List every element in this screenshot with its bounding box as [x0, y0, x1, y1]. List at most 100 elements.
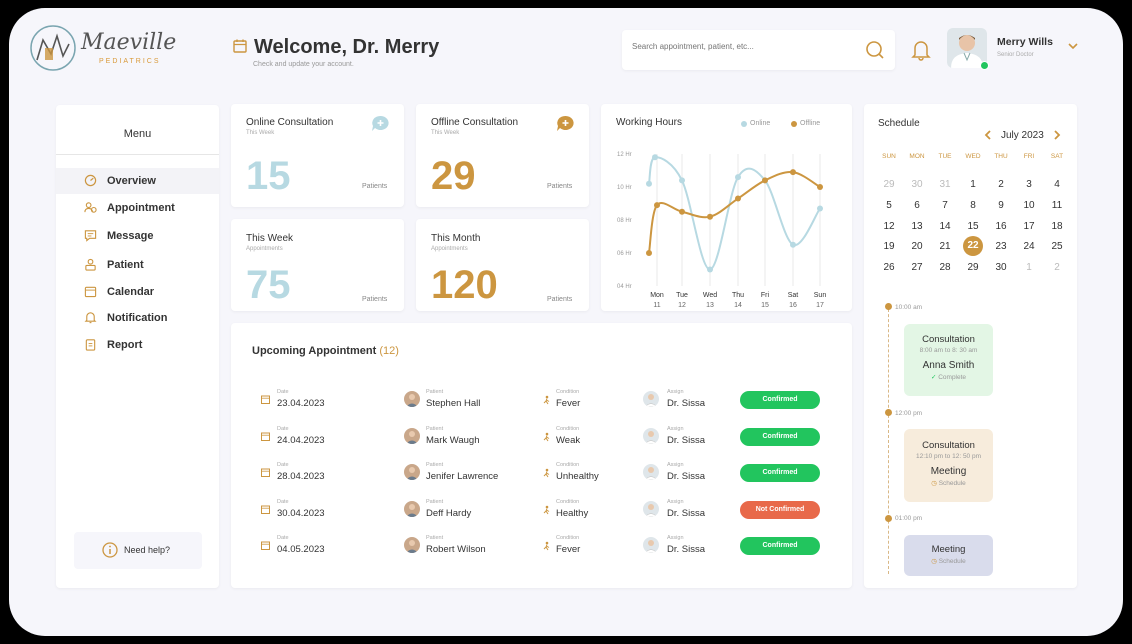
- calendar-day[interactable]: 25: [1051, 241, 1063, 253]
- calendar-day[interactable]: 2: [1054, 262, 1060, 274]
- calendar-day[interactable]: 27: [911, 262, 923, 274]
- appointments-title-text: Upcoming Appointment: [252, 345, 377, 357]
- status-badge[interactable]: Not Confirmed: [740, 500, 820, 519]
- stat-card-month[interactable]: This Month Appointments 120 Patients: [416, 219, 589, 311]
- calendar-day[interactable]: 29: [967, 262, 979, 274]
- chevron-down-icon[interactable]: [1068, 42, 1078, 50]
- search-icon[interactable]: [865, 40, 885, 60]
- menu-divider: [56, 154, 219, 155]
- calendar-day-selected[interactable]: 22: [963, 236, 983, 257]
- calendar-day[interactable]: 8: [970, 199, 976, 211]
- event-title: Meeting: [931, 544, 966, 555]
- calendar-day[interactable]: 13: [911, 220, 923, 232]
- calendar-day[interactable]: 6: [914, 199, 920, 211]
- calendar-month: July 2023: [1001, 130, 1044, 141]
- calendar-day[interactable]: 29: [883, 179, 895, 190]
- chevron-right-icon[interactable]: [1053, 130, 1061, 140]
- calendar-day[interactable]: 12: [883, 220, 895, 232]
- table-row[interactable]: Date 30.04.2023 Patient Deff Hardy Condi…: [231, 495, 852, 525]
- sidebar-item-overview[interactable]: Overview: [84, 174, 156, 187]
- table-row[interactable]: Date 28.04.2023 Patient Jenifer Lawrence…: [231, 458, 852, 488]
- sidebar-item-patient[interactable]: Patient: [84, 258, 144, 271]
- calendar-day[interactable]: 10: [1023, 199, 1035, 211]
- calendar-day[interactable]: 21: [939, 241, 951, 253]
- condition-value: Weak: [556, 434, 581, 446]
- calendar-day[interactable]: 24: [1023, 241, 1035, 253]
- status-badge[interactable]: Confirmed: [740, 537, 820, 556]
- y-tick-label: 08 Hr: [617, 218, 632, 224]
- event-card[interactable]: Consultation 8:00 am to 8: 30 am Anna Sm…: [904, 324, 993, 396]
- calendar-day[interactable]: 1: [1026, 262, 1032, 274]
- assign-value: Dr. Sissa: [667, 398, 706, 409]
- table-row[interactable]: Date 24.04.2023 Patient Mark Waugh Condi…: [231, 422, 852, 452]
- patient-name: Stephen Hall: [426, 398, 481, 409]
- schedule-card: Schedule July 2023 SUN MON TUE WED THU FRI SAT…: [864, 104, 1077, 588]
- table-row[interactable]: Date 04.05.2023 Patient Robert Wilson Co…: [231, 531, 852, 561]
- timeline-dot: [884, 303, 892, 310]
- calendar-day[interactable]: 15: [967, 220, 979, 232]
- working-hours-card: Working Hours Online Offline 12 Hr 10 Hr 0…: [601, 104, 852, 311]
- table-row[interactable]: Date 23.04.2023 Patient Stephen Hall Con…: [231, 385, 852, 415]
- help-button[interactable]: Need help?: [74, 532, 202, 569]
- bell-icon[interactable]: [911, 39, 931, 61]
- sidebar-item-report[interactable]: Report: [84, 338, 142, 351]
- calendar-day[interactable]: 30: [995, 262, 1007, 274]
- sidebar-item-appointment[interactable]: Appointment: [84, 201, 175, 214]
- brand-logo[interactable]: Maeville PEDIATRICS: [29, 24, 179, 76]
- sidebar-item-label: Notification: [107, 311, 168, 324]
- stat-card-offline[interactable]: Offline Consultation This Week 29 Patien…: [416, 104, 589, 207]
- patient-label: Patient: [426, 389, 444, 395]
- calendar-day[interactable]: 2: [998, 179, 1004, 190]
- status-badge[interactable]: Confirmed: [740, 427, 820, 446]
- doctor-avatar: [643, 464, 659, 481]
- person-icon: [406, 394, 418, 407]
- date-icon: [261, 432, 270, 441]
- sidebar-item-calendar[interactable]: Calendar: [84, 285, 154, 298]
- weekday-header: THU: [994, 153, 1008, 160]
- sidebar-item-label: Report: [107, 338, 143, 351]
- person-icon: [406, 467, 418, 481]
- calendar-day[interactable]: 31: [939, 179, 951, 190]
- condition-icon: [543, 395, 550, 405]
- chevron-left-icon[interactable]: [984, 130, 992, 140]
- working-hours-chart: 12 Hr 10 Hr 08 Hr 06 Hr 04 Hr Mon 11 Tue 12 Wed 13…: [617, 152, 826, 309]
- calendar-day[interactable]: 30: [911, 179, 923, 190]
- series-offline-point: [762, 177, 768, 184]
- calendar-day[interactable]: 7: [942, 199, 948, 211]
- calendar-day[interactable]: 11: [1051, 199, 1063, 211]
- condition-icon: [543, 505, 550, 515]
- status-badge[interactable]: Confirmed: [740, 464, 820, 483]
- patient-name: Mark Waugh: [426, 434, 480, 446]
- calendar-day[interactable]: 16: [995, 220, 1007, 232]
- calendar-day[interactable]: 1: [970, 179, 976, 190]
- event-card[interactable]: Consultation 12:10 pm to 12: 50 pm Meeti…: [904, 429, 993, 502]
- calendar-day[interactable]: 23: [995, 241, 1007, 253]
- series-offline-point: [735, 195, 741, 202]
- assign-label: Assign: [667, 425, 684, 432]
- sidebar-item-message[interactable]: Message: [84, 229, 153, 242]
- calendar-day[interactable]: 4: [1054, 179, 1060, 190]
- series-online-point: [735, 174, 741, 181]
- timeline-line: [888, 304, 889, 574]
- status-badge[interactable]: Confirmed: [740, 391, 820, 409]
- calendar-day[interactable]: 28: [939, 262, 951, 274]
- calendar-day[interactable]: 3: [1026, 179, 1032, 190]
- calendar-day[interactable]: 5: [886, 199, 892, 211]
- search-bar[interactable]: [622, 30, 895, 70]
- avatar: [947, 28, 987, 68]
- calendar-day[interactable]: 26: [883, 262, 895, 274]
- calendar-day[interactable]: 17: [1023, 220, 1035, 232]
- calendar-day[interactable]: 19: [883, 241, 895, 253]
- user-profile[interactable]: Merry Wills Senior Doctor: [947, 28, 1087, 72]
- event-card[interactable]: Meeting ◷ Schedule: [904, 535, 993, 576]
- calendar-day[interactable]: 18: [1051, 220, 1063, 232]
- search-input[interactable]: [632, 42, 852, 51]
- stat-card-online[interactable]: Online Consultation This Week 15 Patient…: [231, 104, 404, 207]
- x-tick-day: Thu: [732, 292, 744, 299]
- stat-card-week[interactable]: This Week Appointments 75 Patients: [231, 219, 404, 311]
- calendar-day[interactable]: 20: [911, 241, 923, 253]
- calendar-day[interactable]: 14: [939, 220, 951, 232]
- series-offline-point: [817, 184, 823, 190]
- calendar-day[interactable]: 9: [998, 199, 1004, 211]
- sidebar-item-notification[interactable]: Notification: [84, 311, 168, 324]
